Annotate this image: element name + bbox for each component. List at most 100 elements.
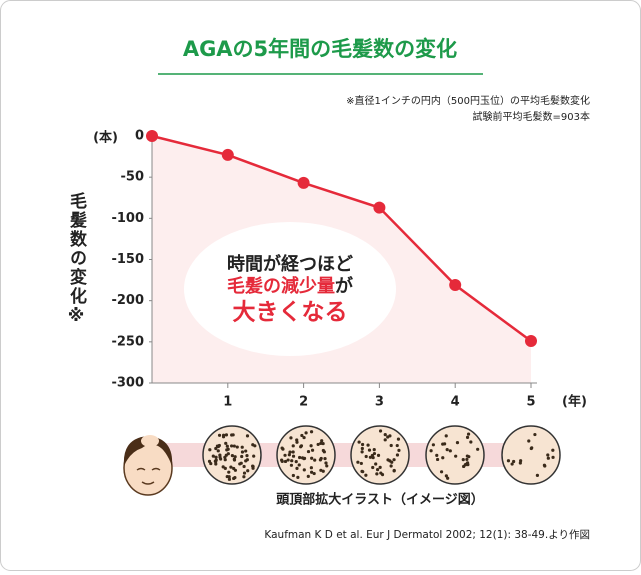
hair-dot (224, 453, 228, 457)
hair-dot (252, 454, 256, 458)
hair-dot (289, 436, 293, 440)
hair-dot (242, 475, 246, 479)
hair-dot (435, 453, 439, 457)
hair-dot (214, 446, 218, 451)
x-unit: (年) (562, 394, 587, 410)
hair-dot (232, 466, 236, 471)
hair-dot (251, 466, 255, 470)
hair-dot (218, 455, 222, 459)
hair-dot (551, 455, 555, 459)
hair-dot (319, 468, 323, 472)
hair-dot (230, 444, 234, 448)
hair-dot (300, 456, 305, 460)
hair-dot (291, 444, 295, 448)
hair-dot (227, 470, 231, 474)
hair-dot (359, 461, 363, 466)
hair-dot (251, 443, 255, 447)
hair-dot (375, 472, 379, 476)
hair-dot (469, 440, 473, 444)
hair-dot (356, 460, 360, 464)
y-tick-label: -300 (111, 376, 144, 391)
hair-dot (309, 466, 313, 470)
hair-dot (510, 462, 514, 466)
hair-dot (321, 441, 325, 446)
note: ※直径1インチの円内（500円玉位）の平均毛髪数変化 (346, 94, 590, 107)
y-tick-label: -250 (111, 334, 144, 349)
hair-dot (378, 465, 382, 469)
point (297, 176, 310, 189)
hair-dot (235, 445, 239, 449)
hair-dot (240, 450, 245, 454)
line (151, 134, 532, 343)
hair-dot (364, 454, 368, 459)
hair-dot (367, 448, 372, 452)
hair-dot (397, 448, 401, 452)
hair-dot (295, 466, 299, 471)
hair-dot (395, 453, 400, 457)
hair-dot (435, 457, 440, 462)
hair-dot (441, 442, 445, 446)
hair-dot (283, 453, 287, 457)
y-tick-label: 0 (135, 129, 144, 144)
y-unit: (本) (93, 130, 118, 146)
hair-dot (283, 459, 288, 464)
point (221, 148, 234, 161)
hair-dot (291, 454, 296, 458)
hair-dot (360, 446, 364, 451)
hair-dot (242, 471, 247, 475)
hair-dot (321, 448, 325, 453)
callout-text: 時間が経つほど (227, 253, 353, 275)
callout-text: 毛髪の減少量が (227, 275, 353, 297)
hair-dot (309, 430, 314, 434)
y-tick-label: -100 (111, 211, 144, 226)
hair-dot (396, 437, 401, 441)
hair-dot (232, 457, 236, 461)
y-tick-label: -50 (121, 170, 145, 185)
x-tick-label: 2 (299, 395, 308, 410)
hair-dot (392, 458, 396, 462)
hair-dot (229, 465, 233, 469)
hair-dot (214, 462, 218, 466)
hair-dot (319, 456, 323, 461)
hair-dot (325, 464, 329, 468)
hair-dot (392, 468, 396, 473)
hair-dot (224, 441, 228, 445)
hair-dot (389, 443, 393, 448)
hair-dot (312, 471, 316, 476)
hair-dot (225, 444, 229, 448)
hair-dot (546, 456, 550, 460)
callout-red: 毛髪の減少量 (227, 275, 335, 297)
hair-dot (242, 464, 246, 469)
hair-dot (287, 453, 291, 457)
hair-dot (207, 459, 212, 463)
hair-dot (512, 459, 516, 464)
hair-dot (288, 450, 292, 454)
hair-dot (319, 441, 323, 445)
hair-dot (551, 448, 555, 452)
hair-dot (298, 455, 302, 460)
y-tick-label: -200 (111, 293, 144, 308)
hair-dot (309, 470, 314, 474)
hair-dot (465, 457, 469, 462)
hair-dot (476, 447, 480, 451)
hair-dot (372, 448, 376, 452)
hair-dot (389, 464, 393, 468)
hair-dot (360, 450, 364, 454)
hair-dot (289, 463, 294, 467)
hair-dot (535, 473, 540, 477)
hair-dot (233, 476, 237, 480)
hair-dot (240, 445, 244, 449)
hair-dot (361, 470, 365, 474)
hair-dot (310, 448, 315, 452)
hair-dot (316, 442, 320, 447)
hair-dot (465, 435, 470, 439)
hair-dot (466, 462, 470, 467)
hair-dot (304, 431, 308, 435)
hair-dot (323, 456, 327, 461)
hair-dot (320, 439, 324, 443)
hair-dot (230, 433, 234, 437)
hair-dot (291, 473, 295, 478)
hair-dot (280, 458, 284, 462)
hair-dot (295, 440, 299, 444)
